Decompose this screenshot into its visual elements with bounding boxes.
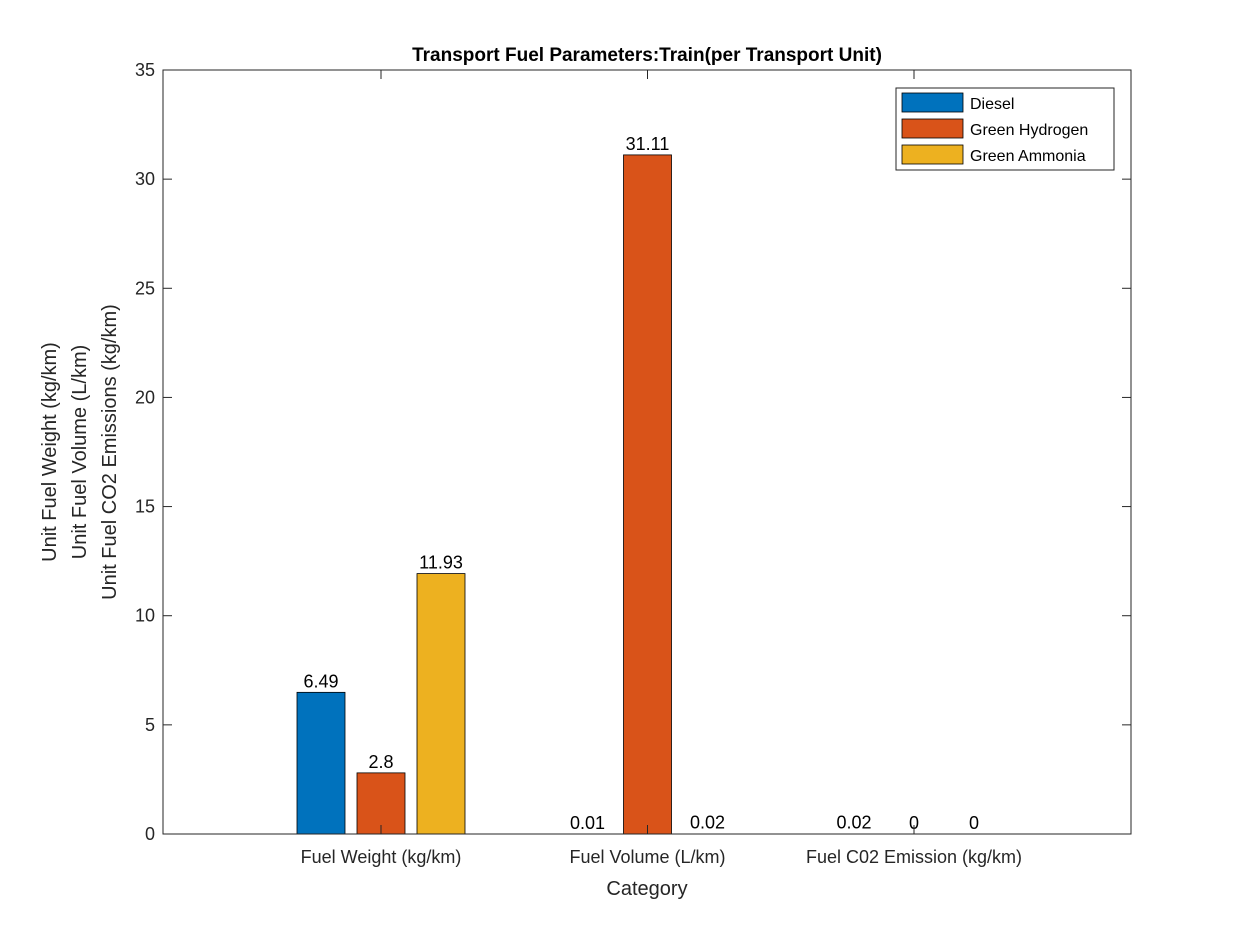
legend: Diesel Green Hydrogen Green Ammonia (895, 87, 1115, 171)
legend-label-diesel: Diesel (970, 96, 1014, 113)
y-tick-label: 20 (135, 387, 155, 407)
legend-swatch-diesel (901, 92, 964, 113)
legend-swatch-green-ammonia (901, 144, 964, 165)
y-axis-ticks: 0 5 10 15 20 25 30 35 (135, 60, 1131, 844)
bar-green-hydrogen-fuel-volume-l-km (623, 154, 672, 835)
x-tick-label-fuel-volume-l-km: Fuel Volume (L/km) (569, 847, 725, 867)
y-axis-label-line-1: Unit Fuel Weight (kg/km) (39, 342, 61, 562)
bar-green-ammonia-fuel-weight-kg-km (416, 573, 466, 835)
data-label-green-ammonia-fuel-volume-l-km: 0.02 (690, 813, 725, 833)
axes-box (162, 69, 1132, 835)
data-label-green-hydrogen-fuel-weight-kg-km: 2.8 (368, 752, 393, 772)
x-tick-label-fuel-weight-kg-km: Fuel Weight (kg/km) (301, 847, 462, 867)
y-tick-label: 0 (145, 824, 155, 844)
data-label-diesel-fuel-volume-l-km: 0.01 (570, 813, 605, 833)
bar-diesel-fuel-weight-kg-km (296, 691, 346, 835)
x-axis-ticks: Fuel Weight (kg/km) Fuel Volume (L/km) Fue… (301, 70, 1022, 867)
data-label-diesel-fuel-c02-emission-kg-km: 0.02 (836, 813, 871, 833)
y-axis-label-line-2: Unit Fuel Volume (L/km) (69, 345, 91, 560)
data-label-green-hydrogen-fuel-c02-emission-kg-km: 0 (909, 813, 919, 833)
data-label-green-ammonia-fuel-c02-emission-kg-km: 0 (969, 813, 979, 833)
data-labels-group: 6.49 0.01 0.02 2.8 31.11 0 11.93 0.02 0 (303, 134, 979, 833)
legend-label-green-hydrogen: Green Hydrogen (970, 122, 1088, 139)
y-tick-label: 10 (135, 606, 155, 626)
y-axis-label: Unit Fuel Weight (kg/km) Unit Fuel Volum… (39, 304, 121, 600)
data-label-green-ammonia-fuel-weight-kg-km: 11.93 (419, 553, 463, 573)
y-tick-label: 15 (135, 497, 155, 517)
data-label-diesel-fuel-weight-kg-km: 6.49 (303, 671, 338, 691)
y-tick-label: 30 (135, 169, 155, 189)
data-label-green-hydrogen-fuel-volume-l-km: 31.11 (626, 134, 670, 154)
y-tick-label: 35 (135, 60, 155, 80)
y-tick-label: 5 (145, 715, 155, 735)
bars-group (296, 154, 672, 835)
bar-green-hydrogen-fuel-weight-kg-km (356, 772, 406, 835)
y-axis-label-line-3: Unit Fuel CO2 Emissions (kg/km) (99, 304, 121, 600)
y-tick-label: 25 (135, 278, 155, 298)
x-axis-label: Category (606, 878, 687, 900)
chart-title: Transport Fuel Parameters:Train(per Tran… (412, 45, 882, 66)
legend-swatch-green-hydrogen (901, 118, 964, 139)
x-tick-label-fuel-c02-emission-kg-km: Fuel C02 Emission (kg/km) (806, 847, 1022, 867)
legend-label-green-ammonia: Green Ammonia (970, 148, 1086, 165)
